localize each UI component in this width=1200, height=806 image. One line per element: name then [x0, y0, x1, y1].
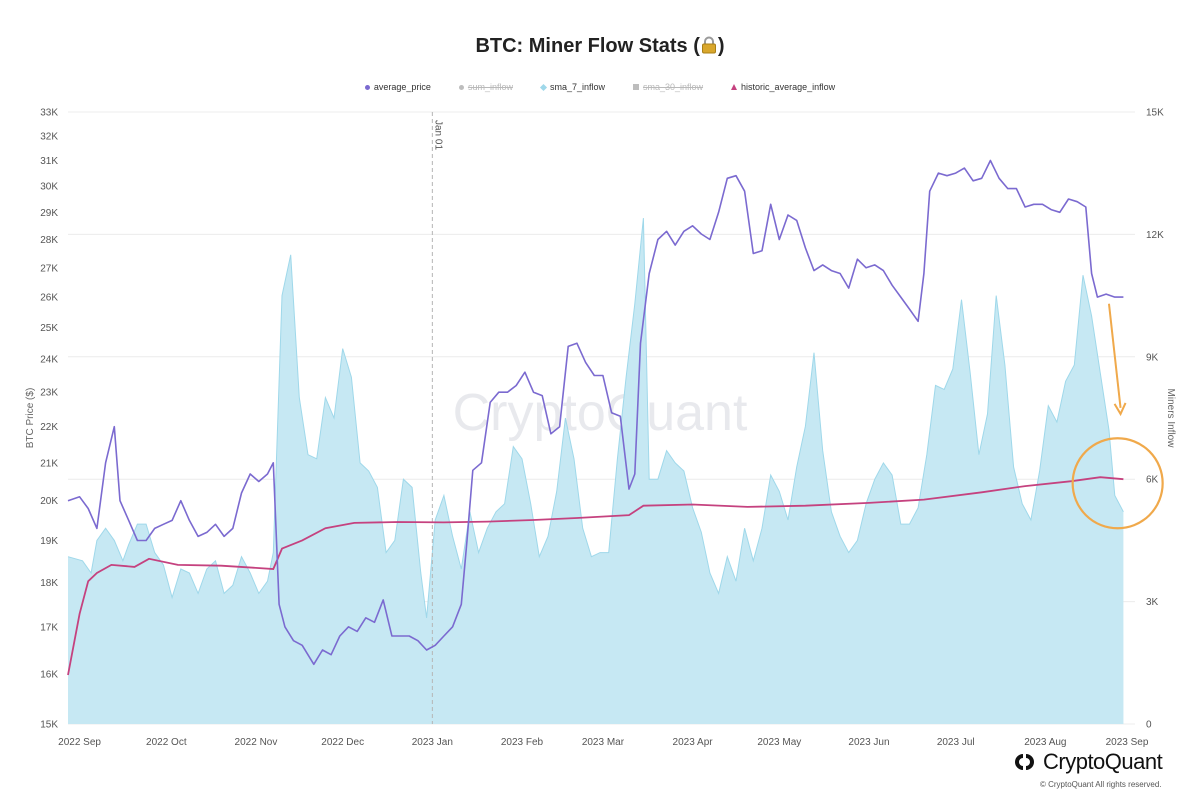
y-right-tick-label: 9K	[1146, 352, 1159, 363]
cryptoquant-logo-icon	[1015, 754, 1034, 770]
y-left-tick-label: 24K	[40, 355, 58, 366]
legend-item-average-price[interactable]: average_price	[364, 82, 431, 92]
x-tick-label: 2023 Jul	[937, 737, 975, 748]
y-left-tick-label: 31K	[40, 156, 58, 167]
y-left-tick-label: 18K	[40, 578, 58, 589]
x-tick-label: 2022 Oct	[146, 737, 187, 748]
series-average-price	[67, 159, 1124, 666]
legend-marker-icon	[364, 84, 370, 90]
y-left-axis-title: BTC Price ($)	[25, 388, 36, 449]
y-left-tick-label: 26K	[40, 293, 58, 304]
series-sma-7-inflow-area	[68, 218, 1124, 724]
annotation-arrowhead	[1113, 402, 1127, 417]
y-left-tick-label: 32K	[40, 131, 58, 142]
x-tick-label: 2023 Aug	[1024, 737, 1066, 748]
y-left-tick-label: 16K	[40, 669, 58, 680]
legend-label: historic_average_inflow	[741, 82, 836, 92]
y-left-tick-label: 30K	[40, 181, 58, 192]
legend-label: average_price	[373, 82, 431, 92]
x-tick-label: 2023 Sep	[1106, 737, 1149, 748]
cryptoquant-logo: CryptoQuant	[1013, 749, 1163, 775]
y-right-tick-label: 12K	[1146, 230, 1164, 241]
legend-marker-icon	[458, 84, 464, 90]
y-right-tick-label: 6K	[1146, 475, 1159, 486]
y-right-tick-label: 0	[1146, 720, 1152, 731]
y-left-tick-label: 22K	[40, 422, 58, 433]
y-left-tick-label: 21K	[40, 458, 58, 469]
legend-label: sum_inflow	[467, 82, 513, 92]
y-left-tick-label: 19K	[40, 536, 58, 547]
legend-label: sma_7_inflow	[549, 82, 605, 92]
x-tick-label: 2023 Feb	[501, 737, 544, 748]
legend-marker-icon	[731, 84, 738, 90]
legend-item-sma-7-inflow[interactable]: sma_7_inflow	[539, 82, 605, 92]
x-tick-label: 2023 Jan	[412, 737, 453, 748]
legend-marker-icon	[633, 84, 639, 90]
logo-text: CryptoQuant	[1043, 749, 1163, 774]
y-left-tick-label: 17K	[40, 622, 58, 633]
legend-label: sma_30_inflow	[643, 82, 704, 92]
x-tick-label: 2023 Jun	[848, 737, 889, 748]
x-tick-label: 2023 Apr	[673, 737, 714, 748]
annotation-circle	[1071, 437, 1164, 530]
copyright-text: © CryptoQuant All rights reserved.	[1040, 780, 1162, 789]
y-left-axis: 15K 16K 17K 18K 19K 20K 21K 22K 23K 24K 25K 26K 27K 2…	[40, 108, 58, 731]
y-left-tick-label: 33K	[40, 108, 58, 119]
lock-icon	[701, 36, 716, 54]
y-left-tick-label: 23K	[40, 388, 58, 399]
legend-item-sma-30-inflow[interactable]: sma_30_inflow	[633, 82, 703, 92]
y-right-tick-label: 15K	[1146, 108, 1164, 119]
y-left-tick-label: 28K	[40, 235, 58, 246]
annotation-arrow	[1107, 303, 1122, 409]
legend-item-sum-inflow[interactable]: sum_inflow	[458, 82, 513, 92]
x-tick-label: 2023 Mar	[582, 737, 625, 748]
x-tick-label: 2022 Dec	[321, 737, 364, 748]
x-tick-label: 2023 May	[757, 737, 801, 748]
y-right-tick-label: 3K	[1146, 597, 1159, 608]
x-tick-label: 2022 Nov	[235, 737, 278, 748]
legend: average_price sum_inflow sma_7_inflow sma_3…	[0, 82, 1200, 92]
chart-title-text: BTC: Miner Flow Stats (	[475, 35, 700, 57]
chart-title: BTC: Miner Flow Stats ()	[0, 35, 1200, 58]
watermark: CryptoQuant	[453, 384, 748, 442]
y-left-tick-label: 27K	[40, 263, 58, 274]
legend-item-historic-average-inflow[interactable]: historic_average_inflow	[731, 82, 835, 92]
y-left-tick-label: 29K	[40, 208, 58, 219]
y-left-tick-label: 15K	[40, 720, 58, 731]
series-historic-average-inflow	[67, 476, 1124, 676]
y-left-tick-label: 20K	[40, 496, 58, 507]
vline-label: Jan 01	[432, 120, 443, 150]
y-right-axis-title: Miners Inflow	[1165, 389, 1176, 449]
x-tick-label: 2022 Sep	[58, 737, 101, 748]
chart-title-end: )	[717, 35, 725, 57]
series-sma-7-inflow-line	[67, 218, 1124, 618]
y-left-tick-label: 25K	[40, 323, 58, 334]
x-axis: 2022 Sep 2022 Oct 2022 Nov 2022 Dec 2023 Jan…	[58, 737, 1149, 748]
